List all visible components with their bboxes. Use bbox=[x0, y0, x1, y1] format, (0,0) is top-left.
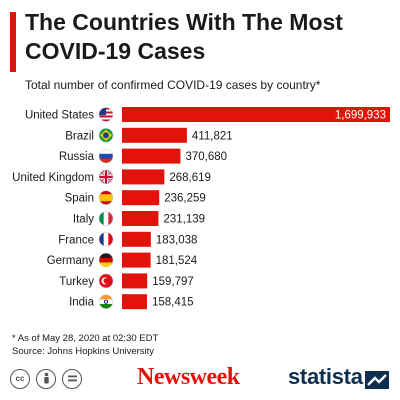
bar bbox=[122, 107, 390, 122]
cc-icon: cc bbox=[10, 369, 30, 389]
turkey-flag-icon bbox=[98, 273, 114, 289]
chart-subtitle: Total number of confirmed COVID-19 cases… bbox=[25, 78, 321, 92]
bar bbox=[122, 169, 165, 185]
title-accent-bar bbox=[10, 12, 16, 72]
russia-flag-icon bbox=[98, 148, 114, 164]
category-label: Russia bbox=[59, 151, 95, 163]
category-label: United States bbox=[25, 110, 94, 122]
chart-title: The Countries With The Most COVID-19 Cas… bbox=[25, 9, 343, 64]
bar-row: United Kingdom 268,619 bbox=[12, 169, 211, 185]
statista-logo: statista bbox=[288, 364, 363, 389]
footnote-source: Source: Johns Hopkins University bbox=[12, 346, 155, 357]
value-label: 183,038 bbox=[156, 234, 198, 246]
bar bbox=[122, 211, 159, 226]
uk-flag-icon bbox=[98, 169, 114, 185]
bar-row: Germany 181,524 bbox=[47, 252, 198, 268]
bar bbox=[122, 231, 151, 247]
us-flag-icon bbox=[98, 107, 114, 122]
spain-flag-icon bbox=[98, 190, 114, 205]
bar-row: Russia 370,680 bbox=[59, 148, 227, 164]
category-label: Brazil bbox=[65, 130, 94, 142]
india-flag-icon bbox=[98, 294, 114, 309]
germany-flag-icon bbox=[98, 252, 114, 268]
value-label: 236,259 bbox=[164, 193, 206, 205]
bar-row: United States 1,699,933 bbox=[25, 107, 390, 122]
value-label: 268,619 bbox=[169, 172, 211, 184]
value-label: 181,524 bbox=[156, 255, 198, 267]
brazil-flag-icon bbox=[98, 128, 114, 143]
category-label: France bbox=[58, 234, 94, 246]
value-label: 1,699,933 bbox=[335, 110, 386, 122]
bar-row: Turkey 159,797 bbox=[59, 273, 194, 289]
category-label: Germany bbox=[47, 255, 95, 267]
bar-row: Brazil 411,821 bbox=[65, 127, 233, 143]
value-label: 370,680 bbox=[185, 151, 227, 163]
bar-row: India 158,415 bbox=[69, 294, 194, 310]
footnote-date: * As of May 28, 2020 at 02:30 EDT bbox=[12, 333, 159, 344]
attribution-icon bbox=[36, 369, 56, 389]
bar bbox=[122, 294, 147, 310]
bar-chart: United States 1,699,933 Brazil 411,821 Russi… bbox=[12, 107, 390, 310]
value-label: 411,821 bbox=[192, 130, 233, 142]
italy-flag-icon bbox=[98, 211, 114, 226]
bar bbox=[122, 252, 151, 268]
category-label: Spain bbox=[65, 193, 94, 205]
no-derivatives-icon bbox=[62, 369, 82, 389]
value-label: 158,415 bbox=[152, 297, 194, 309]
category-label: Italy bbox=[73, 214, 94, 226]
license-icons: cc bbox=[10, 369, 82, 389]
bar-row: Italy 231,139 bbox=[73, 211, 205, 226]
statista-mark-icon bbox=[365, 371, 389, 389]
category-label: Turkey bbox=[59, 276, 94, 288]
bar-row: Spain 236,259 bbox=[65, 190, 206, 206]
bar bbox=[122, 273, 148, 289]
bar bbox=[122, 190, 160, 206]
category-label: United Kingdom bbox=[12, 172, 94, 184]
france-flag-icon bbox=[98, 232, 114, 247]
bar bbox=[122, 148, 181, 164]
value-label: 231,139 bbox=[163, 214, 205, 226]
bar bbox=[122, 127, 187, 143]
newsweek-logo: Newsweek bbox=[137, 364, 240, 390]
footnote: * As of May 28, 2020 at 02:30 EDT Source… bbox=[12, 332, 158, 358]
value-label: 159,797 bbox=[152, 276, 194, 288]
bar-row: France 183,038 bbox=[58, 231, 198, 247]
category-label: India bbox=[69, 297, 95, 309]
